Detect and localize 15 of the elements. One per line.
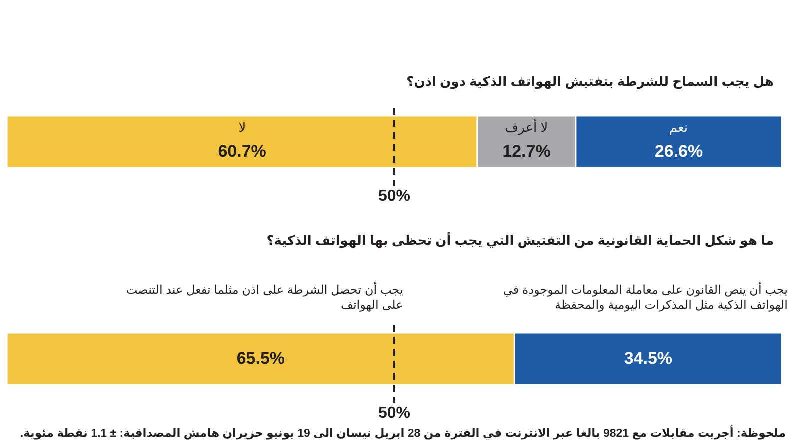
series-label: يجب أن ينص القانون على معاملة المعلومات الموجودة في الهواتف الذكية مثل المذكرات اليومية والمحفظة — [503, 283, 788, 313]
ref-line-label: 50% — [378, 405, 411, 423]
chart-title: ما هو شكل الحماية القانونية من التفتيش التي يجب أن تحظى بها الهواتف الذكية؟ — [266, 233, 774, 249]
chart-title: هل يجب السماح للشرطة بتفتيش الهواتف الذكية دون اذن؟ — [406, 74, 774, 90]
series-label: نعم — [669, 120, 688, 136]
text: ملحوظة: أجريت مقابلات مع 9821 بالغا عبر الانترنت في الفترة من 28 ابريل نيسان الى 19 يونيو حزيران هامش المصداقية: ± 1.1 نقطة مئوية. — [20, 427, 786, 442]
data-label: 60.7% — [218, 142, 266, 162]
series-label: لا أعرف — [505, 120, 548, 136]
series-label: يجب أن تحصل الشرطة على اذن مثلما تفعل عند التنصت على الهواتف — [125, 283, 404, 313]
data-label: 34.5% — [624, 349, 673, 369]
data-label: 65.5% — [236, 349, 286, 369]
data-label: 26.6% — [654, 142, 704, 162]
series-label: لا — [238, 120, 246, 136]
data-label: 12.7% — [502, 142, 551, 162]
ref-line-label: 50% — [378, 188, 411, 206]
